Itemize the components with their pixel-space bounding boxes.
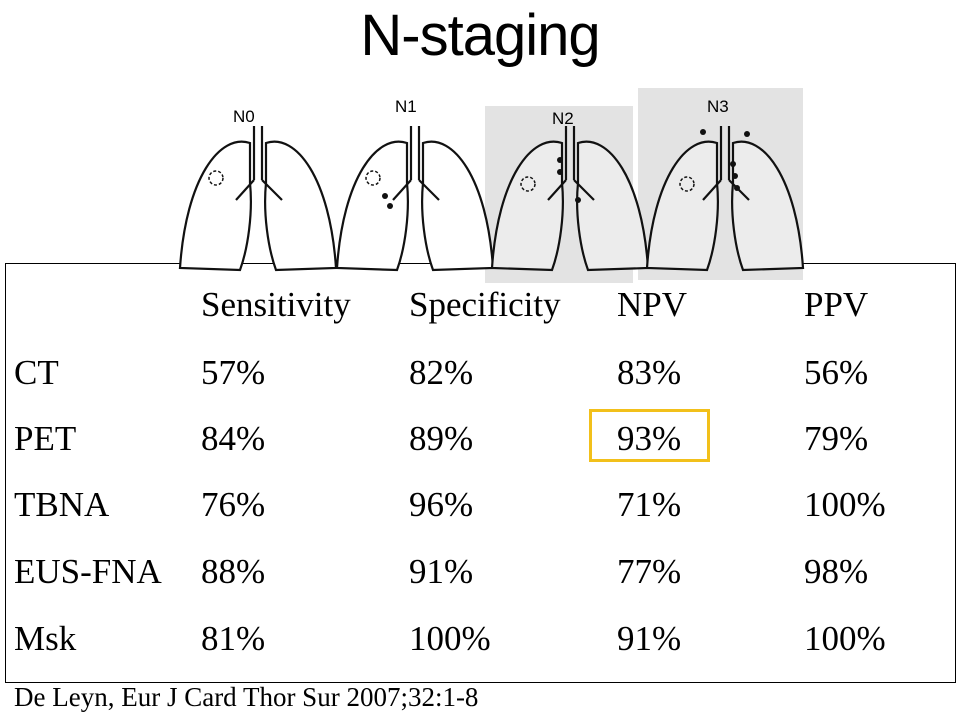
table-cell: 81% bbox=[201, 619, 266, 658]
table-cell: 100% bbox=[804, 619, 886, 658]
lung-diagram-n2: N2 bbox=[490, 109, 650, 272]
slide-title: N-staging bbox=[360, 3, 600, 68]
header-specificity: Specificity bbox=[409, 285, 561, 324]
table-cell: 91% bbox=[409, 552, 474, 591]
stage-label-n0: N0 bbox=[233, 107, 255, 126]
table-cell: 83% bbox=[617, 353, 682, 392]
table-cell: 84% bbox=[201, 419, 266, 458]
table-cell: 91% bbox=[617, 619, 682, 658]
table-cell: 100% bbox=[804, 485, 886, 524]
table-cell: 79% bbox=[804, 419, 869, 458]
row-method-eus-fna: EUS-FNA bbox=[14, 552, 162, 591]
lung-diagram-n3: N3 bbox=[645, 97, 805, 272]
table-cell: 57% bbox=[201, 353, 266, 392]
stage-label-n3: N3 bbox=[707, 97, 729, 116]
header-npv: NPV bbox=[617, 285, 688, 324]
table-cell: 88% bbox=[201, 552, 266, 591]
lung-diagram-n1: N1 bbox=[335, 97, 495, 272]
table-cell: 77% bbox=[617, 552, 682, 591]
table-cell: 96% bbox=[409, 485, 474, 524]
table-cell: 82% bbox=[409, 353, 474, 392]
header-ppv: PPV bbox=[804, 285, 869, 324]
lung-staging-diagrams: N0 N1 N2 N3 bbox=[178, 88, 805, 283]
row-method-ct: CT bbox=[14, 353, 59, 392]
table-cell: 98% bbox=[804, 552, 869, 591]
row-method-tbna: TBNA bbox=[14, 485, 110, 524]
table-cell: 56% bbox=[804, 353, 869, 392]
row-method-msk: Msk bbox=[14, 619, 77, 658]
source-citation: De Leyn, Eur J Card Thor Sur 2007;32:1-8 bbox=[14, 682, 479, 712]
table-cell: 76% bbox=[201, 485, 266, 524]
table-cell: 89% bbox=[409, 419, 474, 458]
header-sensitivity: Sensitivity bbox=[201, 285, 351, 324]
pet-npv-highlight-box bbox=[589, 409, 710, 462]
table-cell: 100% bbox=[409, 619, 491, 658]
stage-label-n1: N1 bbox=[395, 97, 417, 116]
lung-diagram-n0: N0 bbox=[178, 107, 338, 272]
stage-label-n2: N2 bbox=[552, 109, 574, 128]
table-cell-highlighted: 93% bbox=[617, 419, 682, 458]
row-method-pet: PET bbox=[14, 419, 77, 458]
table-cell: 71% bbox=[617, 485, 682, 524]
